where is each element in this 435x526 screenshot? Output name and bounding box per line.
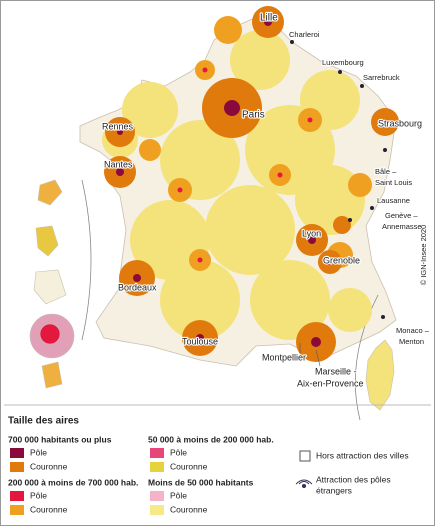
city-label: Lyon [302,228,321,238]
legend-swatch [150,505,164,515]
city-labels: Lille Charleroi Luxembourg Sarrebruck Pa… [101,12,431,390]
city-label: Annemasse [382,222,422,231]
legend-swatch [10,448,24,458]
legend-heading: 700 000 habitants ou plus [8,434,112,444]
foreign-poles [290,40,387,319]
legend: 700 000 habitants ou plus Pôle Couronne 200… [8,434,274,515]
legend-label: Pôle [170,490,187,500]
city-label: Luxembourg [322,58,364,67]
legend-swatch [150,448,164,458]
legend-swatch [10,491,24,501]
city-label: Montpellier [262,352,306,362]
legend-label: étrangers [316,485,352,495]
city-label: Lille [260,13,278,24]
leader-line [315,349,321,367]
copyright: © IGN-Insee 2020 [419,225,428,286]
legend-swatch [150,491,164,501]
city-label: Paris [242,110,265,121]
legend-swatch [150,462,164,472]
legend-heading: 50 000 à moins de 200 000 hab. [148,434,274,444]
city-label: Lausanne [377,196,410,205]
corsica [365,339,395,411]
overseas [29,179,75,389]
city-label: Charleroi [289,30,320,39]
city-label: Grenoble [323,255,360,265]
city-label: Menton [399,337,424,346]
legend-label: Pôle [30,490,47,500]
legend-label: Couronne [170,504,208,514]
legend-heading: 200 000 à moins de 700 000 hab. [8,477,138,487]
city-label: Rennes [102,121,134,131]
legend-label: Attraction des pôles [316,474,391,484]
separator [81,179,92,341]
legend-title: Taille des aires [8,416,79,427]
city-label: Bordeaux [118,282,157,292]
legend-label: Pôle [170,447,187,457]
city-label: Aix-en-Provence [297,378,364,388]
legend-label: Couronne [30,461,68,471]
city-label: Genève – [385,211,418,220]
legend-label: Pôle [30,447,47,457]
legend-label: Couronne [30,504,68,514]
city-label: Sarrebruck [363,73,400,82]
city-label: Nantes [104,159,133,169]
urban-areas [102,6,399,362]
legend-swatch [10,462,24,472]
city-label: Monaco – [396,326,430,335]
city-label: Strasbourg [378,118,422,128]
legend-label: Couronne [170,461,208,471]
city-label: Marseille - [315,366,357,376]
legend-heading: Moins de 50 000 habitants [148,477,254,487]
city-label: Bâle – [375,167,397,176]
legend-foreign-icon [295,479,313,489]
city-label: Saint Louis [375,178,412,187]
legend-label: Hors attraction des villes [316,450,409,460]
legend-swatch [299,450,311,462]
legend-swatch [10,505,24,515]
city-label: Toulouse [182,336,218,346]
